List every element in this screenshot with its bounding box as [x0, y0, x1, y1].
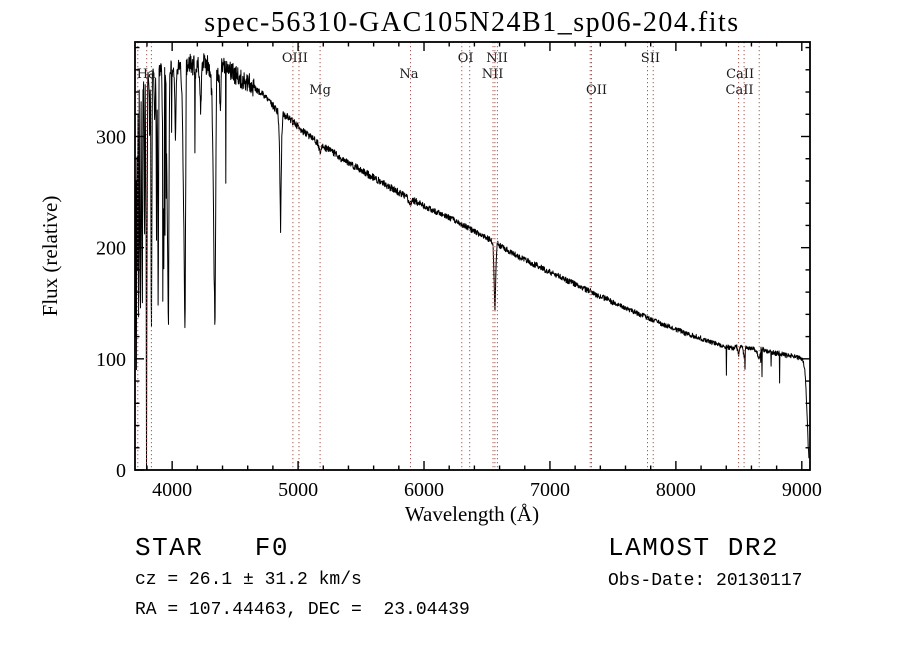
- spectral-line-label: Na: [399, 67, 418, 82]
- spectral-line-label: Ha: [137, 67, 156, 82]
- spectral-line-label: OI: [458, 51, 474, 66]
- spectral-line-label: OII: [586, 83, 607, 98]
- spectral-line-label: CaII: [726, 67, 754, 82]
- spectral-line-label: SII: [641, 51, 660, 66]
- x-tick-label: 5000: [278, 479, 318, 501]
- spectral-line-markers: [137, 42, 760, 470]
- spectral-line-label: CaII: [726, 83, 754, 98]
- cz-value-label: cz = 26.1 ± 31.2 km/s: [135, 570, 362, 590]
- axis-frame: [134, 41, 811, 471]
- y-tick-label: 100: [96, 349, 126, 371]
- chart-title: spec-56310-GAC105N24B1_sp06-204.fits: [204, 7, 739, 38]
- spectral-line-label: OIII: [282, 51, 308, 66]
- x-tick-label: 9000: [782, 479, 822, 501]
- survey-release-label: LAMOST DR2: [608, 533, 780, 563]
- y-axis-label: Flux (relative): [38, 196, 62, 317]
- spectrum-trace: [134, 53, 810, 470]
- tick-marks: [135, 42, 810, 471]
- plot-area: 4000 5000 6000 7000 8000 9000 0 100 200 300 Ha OIII…: [96, 41, 822, 501]
- spectral-line-label: NII: [482, 67, 504, 82]
- x-axis-label: Wavelength (Å): [405, 502, 539, 526]
- x-tick-label: 7000: [530, 479, 570, 501]
- y-tick-label: 300: [96, 126, 126, 148]
- ra-dec-label: RA = 107.44463, DEC = 23.04439: [135, 600, 470, 620]
- x-tick-label: 6000: [404, 479, 444, 501]
- x-tick-label: 8000: [656, 479, 696, 501]
- spectral-line-label: Mg: [309, 83, 331, 98]
- object-class-label: STAR F0: [135, 533, 289, 563]
- spectral-line-label: NII: [486, 51, 508, 66]
- spectrum-path: [134, 53, 810, 470]
- y-tick-label: 200: [96, 238, 126, 260]
- x-tick-label: 4000: [152, 479, 192, 501]
- y-tick-label: 0: [116, 460, 126, 482]
- obs-date-label: Obs-Date: 20130117: [608, 571, 803, 591]
